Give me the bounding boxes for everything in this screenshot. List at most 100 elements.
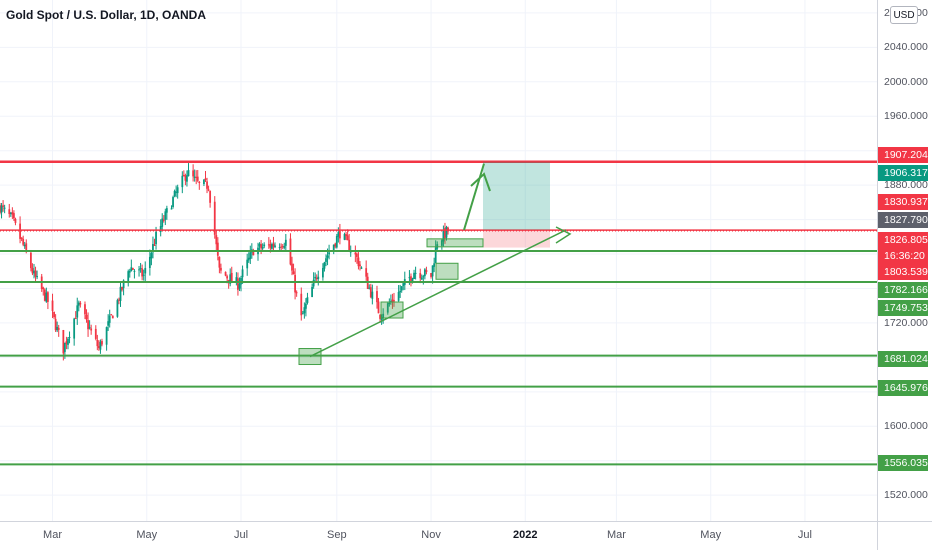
candle-body [294, 274, 296, 293]
candle-body [31, 267, 34, 274]
breakout-zone-marker [426, 238, 484, 248]
candle-body [260, 244, 263, 249]
candle-body [20, 237, 23, 239]
candle-body [170, 208, 173, 210]
chart-canvas[interactable] [0, 0, 877, 521]
candle-body [99, 341, 102, 350]
trend-line [309, 229, 567, 358]
candle-body [247, 257, 250, 261]
candle-body [326, 255, 329, 258]
trend-arrowhead [555, 226, 572, 244]
time-tick-label: Jul [797, 529, 812, 541]
candle-body [220, 267, 222, 271]
candle-body [45, 292, 48, 302]
candle-body [391, 299, 394, 302]
candle-body [33, 270, 35, 274]
candle-body [74, 318, 77, 320]
candle-body [155, 231, 157, 245]
candle-body [0, 205, 3, 213]
position-stop-zone [483, 229, 550, 248]
candle-body [173, 190, 176, 197]
candle-body [216, 242, 219, 256]
candle-body [339, 231, 341, 239]
price-tick-label: 1880.000 [884, 179, 928, 192]
candle-body [269, 244, 272, 248]
price-label-badge: 1749.753 [878, 300, 928, 316]
candle-body [207, 189, 210, 191]
price-label-badge: 1827.790 [878, 212, 928, 228]
candle-body [317, 276, 320, 279]
projection-arrowhead [470, 172, 491, 192]
price-label-badge: 1826.805 [878, 232, 928, 248]
candle-body [204, 178, 207, 180]
candle-body [186, 175, 188, 182]
candle-body [414, 272, 417, 274]
candle-body [97, 346, 100, 349]
candle-body [111, 315, 114, 319]
chart-area[interactable]: Gold Spot / U.S. Dollar, 1D, OANDA [0, 0, 877, 521]
candle-body [235, 277, 238, 283]
candle-body [107, 321, 110, 326]
time-tick-label: May [136, 529, 158, 541]
candle-body [153, 244, 156, 246]
candle-body [295, 292, 298, 294]
candle-body [332, 244, 335, 252]
price-label-badge: 1907.204 [878, 147, 928, 163]
candle-body [284, 239, 287, 246]
currency-button[interactable]: USD [890, 6, 918, 24]
price-label-badge: 1782.166 [878, 282, 928, 298]
candle-body [68, 336, 71, 338]
candle-body [312, 279, 315, 287]
candle-body [209, 191, 212, 203]
candle-body [3, 207, 6, 209]
candle-body [181, 175, 184, 188]
time-tick-label: Mar [606, 529, 626, 541]
price-tick-label: 1720.000 [884, 316, 928, 329]
candle-body [281, 246, 284, 248]
candle-body [110, 314, 113, 316]
candle-body [229, 274, 232, 284]
candle-body [198, 181, 201, 183]
candle-body [278, 247, 281, 249]
time-axis[interactable]: Mar May Jul Sep Nov 2022 Mar May Jul [0, 521, 877, 550]
candle-body [36, 276, 38, 278]
candle-body [334, 243, 337, 247]
candle-body [122, 280, 125, 289]
candle-body [400, 286, 403, 291]
candle-body [116, 300, 119, 317]
candle-body [8, 209, 11, 214]
candle-body [218, 256, 221, 268]
candle-body [444, 228, 446, 239]
demand-zone-marker [435, 262, 459, 280]
candle-body [230, 272, 233, 282]
candle-body [187, 170, 190, 177]
candle-body [131, 267, 134, 270]
candle-body [172, 197, 174, 208]
candle-body [118, 299, 120, 301]
candle-body [34, 270, 37, 277]
candle-body [63, 342, 66, 352]
candle-body [23, 244, 26, 247]
time-tick-label: Nov [421, 529, 441, 541]
candle-body [258, 243, 261, 247]
candle-body [303, 307, 306, 314]
candle-body [305, 303, 307, 309]
candle-body [397, 291, 400, 301]
candle-body [141, 268, 144, 277]
candle-body [371, 291, 374, 299]
candle-body [314, 276, 317, 279]
candle-body [419, 273, 422, 279]
candle-body [267, 244, 270, 246]
candle-body [96, 340, 99, 347]
candle-body [85, 314, 88, 320]
candle-body [411, 278, 414, 282]
candle-body [161, 218, 164, 227]
candle-body [133, 270, 136, 272]
candle-body [249, 252, 252, 259]
candle-body [175, 191, 178, 193]
candle-body [343, 234, 346, 240]
price-label-badge: 1556.035 [878, 455, 928, 471]
candle-body [280, 246, 283, 248]
price-label-badge: 1830.937 [878, 194, 928, 210]
demand-zone-marker [380, 301, 404, 319]
